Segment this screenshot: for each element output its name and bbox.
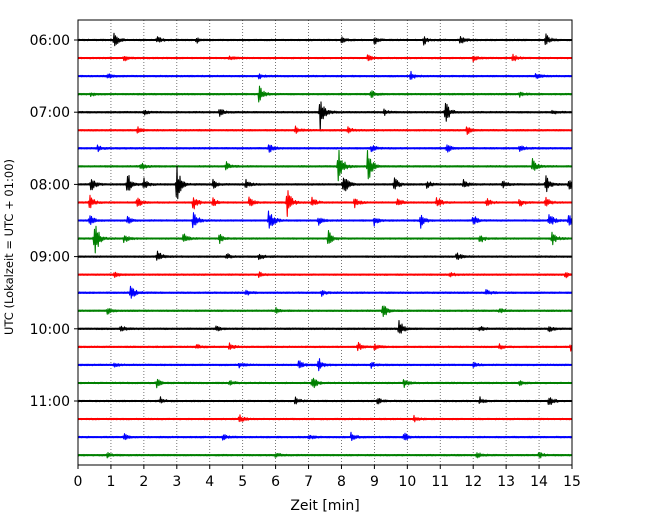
x-tick-label: 5: [238, 474, 247, 490]
vertical-grid: [110, 20, 540, 465]
x-tick-label: 14: [530, 474, 548, 490]
y-tick-label: 11:00: [30, 394, 70, 410]
y-tick-label: 06:00: [30, 33, 70, 49]
trace-line: [77, 165, 573, 200]
x-tick-label: 7: [304, 474, 313, 490]
trace-line: [77, 225, 572, 254]
x-tick-label: 3: [172, 474, 181, 490]
y-axis-ticks: 06:00 07:00 08:00 09:00 10:00 11:00: [30, 33, 78, 410]
plot-frame: [77, 19, 573, 466]
y-axis-label: UTC (Lokalzeit = UTC + 01:00): [2, 159, 16, 335]
x-tick-label: 13: [497, 474, 515, 490]
x-tick-label: 11: [431, 474, 449, 490]
trace-line: [77, 190, 572, 217]
trace-line: [77, 320, 572, 334]
x-tick-label: 15: [563, 474, 581, 490]
x-tick-label: 9: [370, 474, 379, 490]
x-axis-label: Zeit [min]: [290, 498, 359, 514]
x-tick-label: 8: [337, 474, 346, 490]
y-tick-label: 07:00: [30, 105, 70, 121]
y-tick-label: 09:00: [30, 250, 70, 266]
x-tick-label: 0: [74, 474, 83, 490]
x-tick-label: 4: [205, 474, 214, 490]
y-tick-label: 08:00: [30, 177, 70, 193]
x-axis-ticks: 0 1 2 3 4 5 6 7 8 9 10 11 12 13 14 15: [74, 465, 581, 490]
x-tick-label: 12: [464, 474, 482, 490]
trace-line: [77, 101, 572, 132]
x-tick-label: 10: [398, 474, 416, 490]
x-tick-label: 6: [271, 474, 280, 490]
y-tick-label: 10:00: [30, 322, 70, 338]
x-tick-label: 1: [106, 474, 115, 490]
seismic-traces: [77, 32, 573, 459]
x-tick-label: 2: [139, 474, 148, 490]
